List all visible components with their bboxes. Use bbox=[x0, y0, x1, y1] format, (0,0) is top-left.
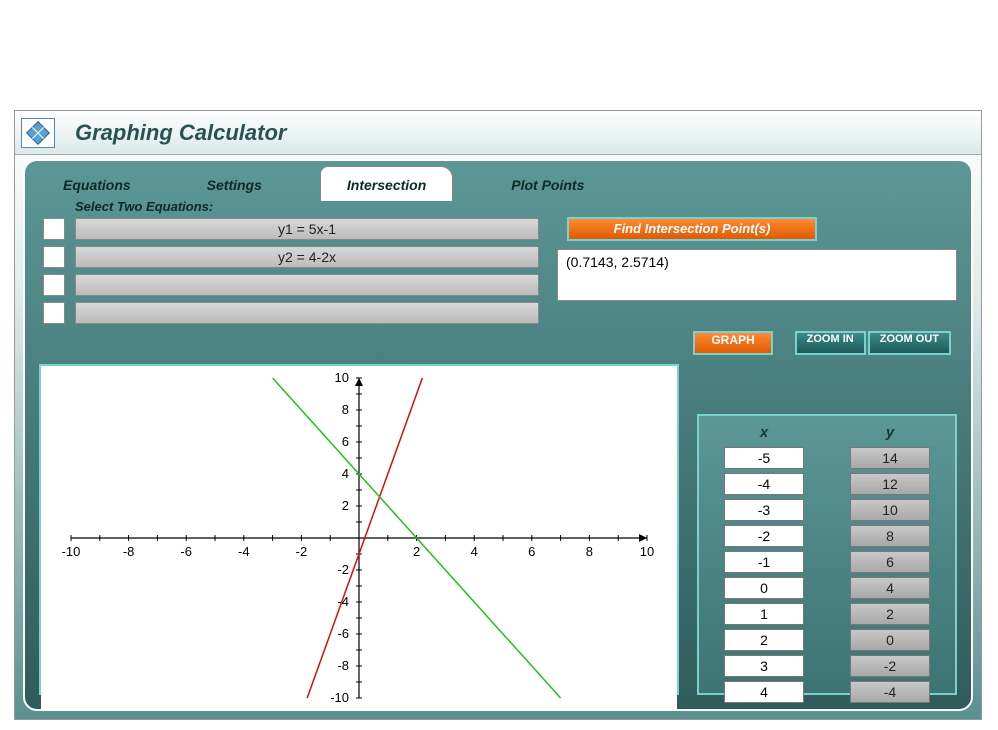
table-cell-y: 0 bbox=[850, 629, 930, 651]
data-table-panel: x -5-4-3-2-101234 y 14121086420-2-4 bbox=[697, 414, 957, 695]
intersection-result: (0.7143, 2.5714) bbox=[557, 249, 957, 301]
table-cell-y: 12 bbox=[850, 473, 930, 495]
find-intersection-button[interactable]: Find Intersection Point(s) bbox=[567, 217, 817, 241]
table-cell-y: -2 bbox=[850, 655, 930, 677]
table-cell-y: 6 bbox=[850, 551, 930, 573]
upper-row: Select Two Equations: y1 = 5x-1 y2 = 4-2… bbox=[39, 199, 957, 329]
svg-text:10: 10 bbox=[640, 544, 654, 559]
graph-button[interactable]: GRAPH bbox=[693, 331, 772, 355]
table-cell-y: -4 bbox=[850, 681, 930, 703]
equation-field-3[interactable] bbox=[75, 274, 539, 296]
tab-plot-points[interactable]: Plot Points bbox=[493, 167, 602, 199]
table-cell-y: 8 bbox=[850, 525, 930, 547]
equation-field-2[interactable]: y2 = 4-2x bbox=[75, 246, 539, 268]
svg-text:-10: -10 bbox=[62, 544, 81, 559]
table-cell-x[interactable]: 2 bbox=[724, 629, 804, 651]
table-cell-x[interactable]: -5 bbox=[724, 447, 804, 469]
table-cell-x[interactable]: -4 bbox=[724, 473, 804, 495]
main-card: Equations Settings Intersection Plot Poi… bbox=[23, 159, 973, 711]
graph-panel[interactable]: -10-8-6-4-2246810-10-8-6-4-2246810 bbox=[39, 364, 679, 695]
data-column-y: y 14121086420-2-4 bbox=[837, 424, 943, 685]
table-cell-x[interactable]: -1 bbox=[724, 551, 804, 573]
svg-text:8: 8 bbox=[586, 544, 593, 559]
equation-row-2: y2 = 4-2x bbox=[39, 246, 539, 268]
svg-text:4: 4 bbox=[342, 466, 349, 481]
table-cell-x[interactable]: -3 bbox=[724, 499, 804, 521]
tab-intersection[interactable]: Intersection bbox=[320, 166, 453, 201]
table-cell-x[interactable]: 4 bbox=[724, 681, 804, 703]
calculator-window: Graphing Calculator Equations Settings I… bbox=[14, 110, 982, 720]
svg-text:-10: -10 bbox=[330, 690, 349, 705]
titlebar: Graphing Calculator bbox=[15, 111, 981, 155]
tab-equations[interactable]: Equations bbox=[45, 167, 149, 199]
equation-checkbox-1[interactable] bbox=[43, 218, 65, 240]
equation-row-1: y1 = 5x-1 bbox=[39, 218, 539, 240]
svg-text:4: 4 bbox=[471, 544, 478, 559]
table-cell-x[interactable]: 1 bbox=[724, 603, 804, 625]
svg-text:-6: -6 bbox=[337, 626, 349, 641]
lower-row: -10-8-6-4-2246810-10-8-6-4-2246810 x -5-… bbox=[39, 364, 957, 695]
equation-checkbox-3[interactable] bbox=[43, 274, 65, 296]
svg-text:2: 2 bbox=[342, 498, 349, 513]
select-equations-label: Select Two Equations: bbox=[75, 199, 539, 214]
equation-field-1[interactable]: y1 = 5x-1 bbox=[75, 218, 539, 240]
table-cell-y: 2 bbox=[850, 603, 930, 625]
column-header-x: x bbox=[760, 424, 768, 441]
chart-svg: -10-8-6-4-2246810-10-8-6-4-2246810 bbox=[41, 366, 677, 710]
equation-row-3 bbox=[39, 274, 539, 296]
equation-panel: Select Two Equations: y1 = 5x-1 y2 = 4-2… bbox=[39, 199, 539, 329]
svg-text:2: 2 bbox=[413, 544, 420, 559]
svg-text:-8: -8 bbox=[123, 544, 135, 559]
app-logo-icon bbox=[21, 118, 55, 148]
zoom-in-button[interactable]: ZOOM IN bbox=[795, 331, 866, 355]
tab-bar: Equations Settings Intersection Plot Poi… bbox=[45, 159, 951, 199]
table-cell-y: 14 bbox=[850, 447, 930, 469]
table-cell-x[interactable]: 3 bbox=[724, 655, 804, 677]
svg-text:-2: -2 bbox=[296, 544, 308, 559]
column-header-y: y bbox=[886, 424, 894, 441]
equation-row-4 bbox=[39, 302, 539, 324]
data-column-x: x -5-4-3-2-101234 bbox=[711, 424, 817, 685]
content-area: Select Two Equations: y1 = 5x-1 y2 = 4-2… bbox=[39, 199, 957, 695]
mid-buttons-row: GRAPH ZOOM IN ZOOM OUT bbox=[39, 331, 957, 355]
table-cell-y: 10 bbox=[850, 499, 930, 521]
table-cell-x[interactable]: -2 bbox=[724, 525, 804, 547]
zoom-out-button[interactable]: ZOOM OUT bbox=[868, 331, 951, 355]
svg-text:6: 6 bbox=[342, 434, 349, 449]
equation-field-4[interactable] bbox=[75, 302, 539, 324]
intersection-panel: Find Intersection Point(s) (0.7143, 2.57… bbox=[557, 199, 957, 329]
tab-settings[interactable]: Settings bbox=[189, 167, 280, 199]
svg-text:8: 8 bbox=[342, 402, 349, 417]
svg-text:-8: -8 bbox=[337, 658, 349, 673]
svg-text:-4: -4 bbox=[238, 544, 250, 559]
svg-text:10: 10 bbox=[335, 370, 349, 385]
svg-text:-6: -6 bbox=[180, 544, 192, 559]
equation-checkbox-2[interactable] bbox=[43, 246, 65, 268]
equation-checkbox-4[interactable] bbox=[43, 302, 65, 324]
app-title: Graphing Calculator bbox=[75, 120, 286, 146]
svg-text:6: 6 bbox=[528, 544, 535, 559]
table-cell-x[interactable]: 0 bbox=[724, 577, 804, 599]
svg-text:-2: -2 bbox=[337, 562, 349, 577]
table-cell-y: 4 bbox=[850, 577, 930, 599]
